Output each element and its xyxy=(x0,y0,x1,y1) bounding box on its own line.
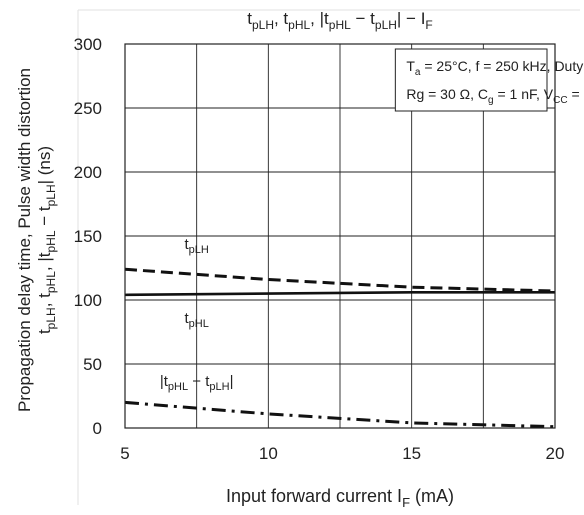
y-tick-label: 0 xyxy=(93,419,102,438)
condition-line-2: Rg = 30 Ω, Cg = 1 nF, VCC = 20 V xyxy=(406,86,584,106)
condition-line-1: Ta = 25°C, f = 250 kHz, Duty = 50% xyxy=(406,58,584,78)
conditions-box-frame xyxy=(394,48,548,112)
plot-frame xyxy=(124,43,556,429)
series-label-3: |tpHL − tpLH| xyxy=(160,373,234,393)
y-tick-label: 150 xyxy=(74,227,102,246)
y-tick-label: 250 xyxy=(74,99,102,118)
x-tick-label: 15 xyxy=(402,444,421,463)
y-tick-label: 200 xyxy=(74,163,102,182)
y-tick-label: 50 xyxy=(83,355,102,374)
x-tick-label: 5 xyxy=(120,444,129,463)
series-line-3 xyxy=(124,400,556,429)
y-axis-label-line1: Propagation delay time, Pulse width dist… xyxy=(15,68,34,412)
series-line-2 xyxy=(124,291,555,297)
series-labels: tpLH tpHL |tpHL − tpLH| xyxy=(160,236,234,393)
x-tick-label: 10 xyxy=(259,444,278,463)
series-label-2: tpHL xyxy=(184,310,208,330)
x-tick-label: 20 xyxy=(546,444,565,463)
series-lines xyxy=(124,267,556,429)
y-axis-label-line2: tpLH, tpHL, |tpHL − tpLH| (ns) xyxy=(35,146,58,334)
chart-title: tpLH, tpHL, |tpHL − tpLH| − IF xyxy=(247,9,433,32)
conditions-box: Ta = 25°C, f = 250 kHz, Duty = 50% Rg = 3… xyxy=(394,48,584,112)
y-tick-label: 300 xyxy=(74,35,102,54)
y-tick-label: 100 xyxy=(74,291,102,310)
x-axis-label: Input forward current IF (mA) xyxy=(226,486,454,510)
series-label-1: tpLH xyxy=(184,236,208,256)
